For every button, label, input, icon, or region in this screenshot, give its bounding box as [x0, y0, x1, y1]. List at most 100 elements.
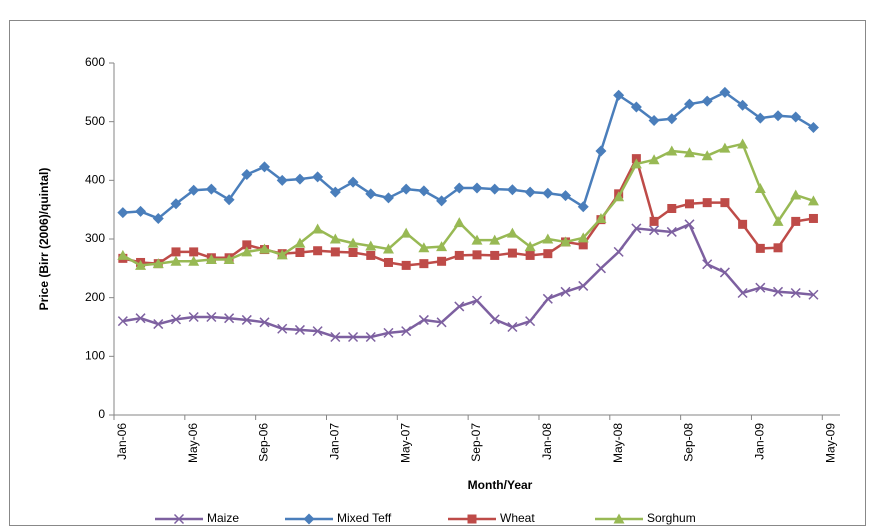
marker: [684, 219, 695, 230]
marker: [577, 232, 589, 243]
x-tick-label: Jan-09: [752, 423, 766, 460]
marker: [189, 247, 199, 257]
marker: [294, 324, 305, 335]
marker: [702, 198, 712, 208]
marker: [312, 223, 324, 234]
marker: [790, 287, 801, 299]
marker: [223, 254, 235, 265]
marker: [400, 183, 412, 195]
marker: [312, 171, 324, 183]
marker: [506, 184, 518, 196]
marker: [790, 111, 802, 123]
y-tick-label: 200: [85, 290, 105, 304]
marker: [790, 189, 802, 200]
marker: [400, 227, 412, 238]
marker: [577, 201, 589, 213]
x-tick-label: Sep-07: [469, 423, 483, 462]
marker: [259, 161, 271, 173]
marker: [366, 250, 376, 260]
marker: [295, 247, 305, 257]
marker: [791, 216, 801, 226]
marker: [631, 223, 642, 234]
legend-item: Mixed Teff: [285, 511, 392, 525]
legend-label: Sorghum: [647, 511, 696, 525]
x-tick-label: Sep-08: [682, 423, 696, 462]
marker: [205, 183, 217, 195]
x-tick-label: Jan-07: [328, 423, 342, 460]
marker: [666, 113, 678, 125]
y-axis-title: Price (Birr (2006)/quintal): [37, 168, 51, 311]
legend-label: Mixed Teff: [337, 511, 392, 525]
marker: [242, 240, 252, 250]
marker: [454, 301, 465, 312]
y-tick-label: 400: [85, 173, 105, 187]
marker: [153, 319, 164, 330]
marker: [613, 513, 625, 524]
marker: [807, 122, 819, 134]
series-line: [122, 157, 814, 267]
marker: [613, 89, 625, 101]
marker: [719, 267, 730, 278]
marker: [329, 233, 341, 244]
marker: [772, 110, 784, 122]
marker: [525, 250, 535, 260]
marker: [401, 326, 412, 337]
marker: [649, 216, 659, 226]
legend-label: Maize: [207, 511, 239, 525]
marker: [383, 257, 393, 267]
marker: [630, 158, 642, 169]
series-line: [122, 223, 814, 339]
marker: [241, 246, 253, 257]
marker: [117, 316, 128, 327]
marker: [578, 240, 588, 250]
marker: [702, 259, 713, 270]
marker: [436, 317, 447, 328]
legend-item: Wheat: [448, 511, 535, 525]
marker: [649, 225, 660, 236]
marker: [173, 513, 185, 525]
y-tick-label: 500: [85, 114, 105, 128]
marker: [135, 313, 146, 324]
marker: [329, 186, 341, 198]
marker: [542, 293, 553, 304]
marker: [436, 195, 448, 207]
marker: [648, 154, 660, 165]
marker: [543, 249, 553, 259]
marker: [170, 255, 182, 266]
legend-label: Wheat: [500, 511, 535, 525]
marker: [382, 192, 394, 204]
marker: [648, 114, 660, 126]
marker: [667, 203, 677, 213]
series-line: [122, 142, 814, 267]
marker: [489, 183, 501, 195]
marker: [436, 241, 448, 252]
series-line: [122, 91, 815, 220]
marker: [808, 289, 819, 300]
marker: [313, 246, 323, 256]
marker: [471, 182, 483, 194]
marker: [170, 314, 182, 325]
marker: [471, 234, 483, 245]
marker: [365, 188, 377, 200]
marker: [188, 255, 200, 266]
marker: [171, 247, 181, 257]
marker: [524, 241, 536, 252]
marker: [754, 112, 766, 124]
x-tick-label: May-09: [823, 423, 837, 463]
marker: [666, 226, 677, 237]
marker: [401, 260, 411, 270]
marker: [117, 207, 129, 219]
marker: [471, 295, 483, 306]
marker: [188, 311, 199, 323]
marker: [277, 323, 288, 334]
y-tick-label: 0: [98, 407, 105, 421]
marker: [737, 138, 749, 149]
marker: [276, 249, 288, 260]
marker: [365, 331, 376, 343]
series: [117, 219, 819, 343]
marker: [595, 145, 607, 157]
marker: [330, 247, 340, 257]
legend-item: Maize: [155, 511, 239, 525]
marker: [152, 212, 164, 224]
marker: [135, 259, 147, 270]
